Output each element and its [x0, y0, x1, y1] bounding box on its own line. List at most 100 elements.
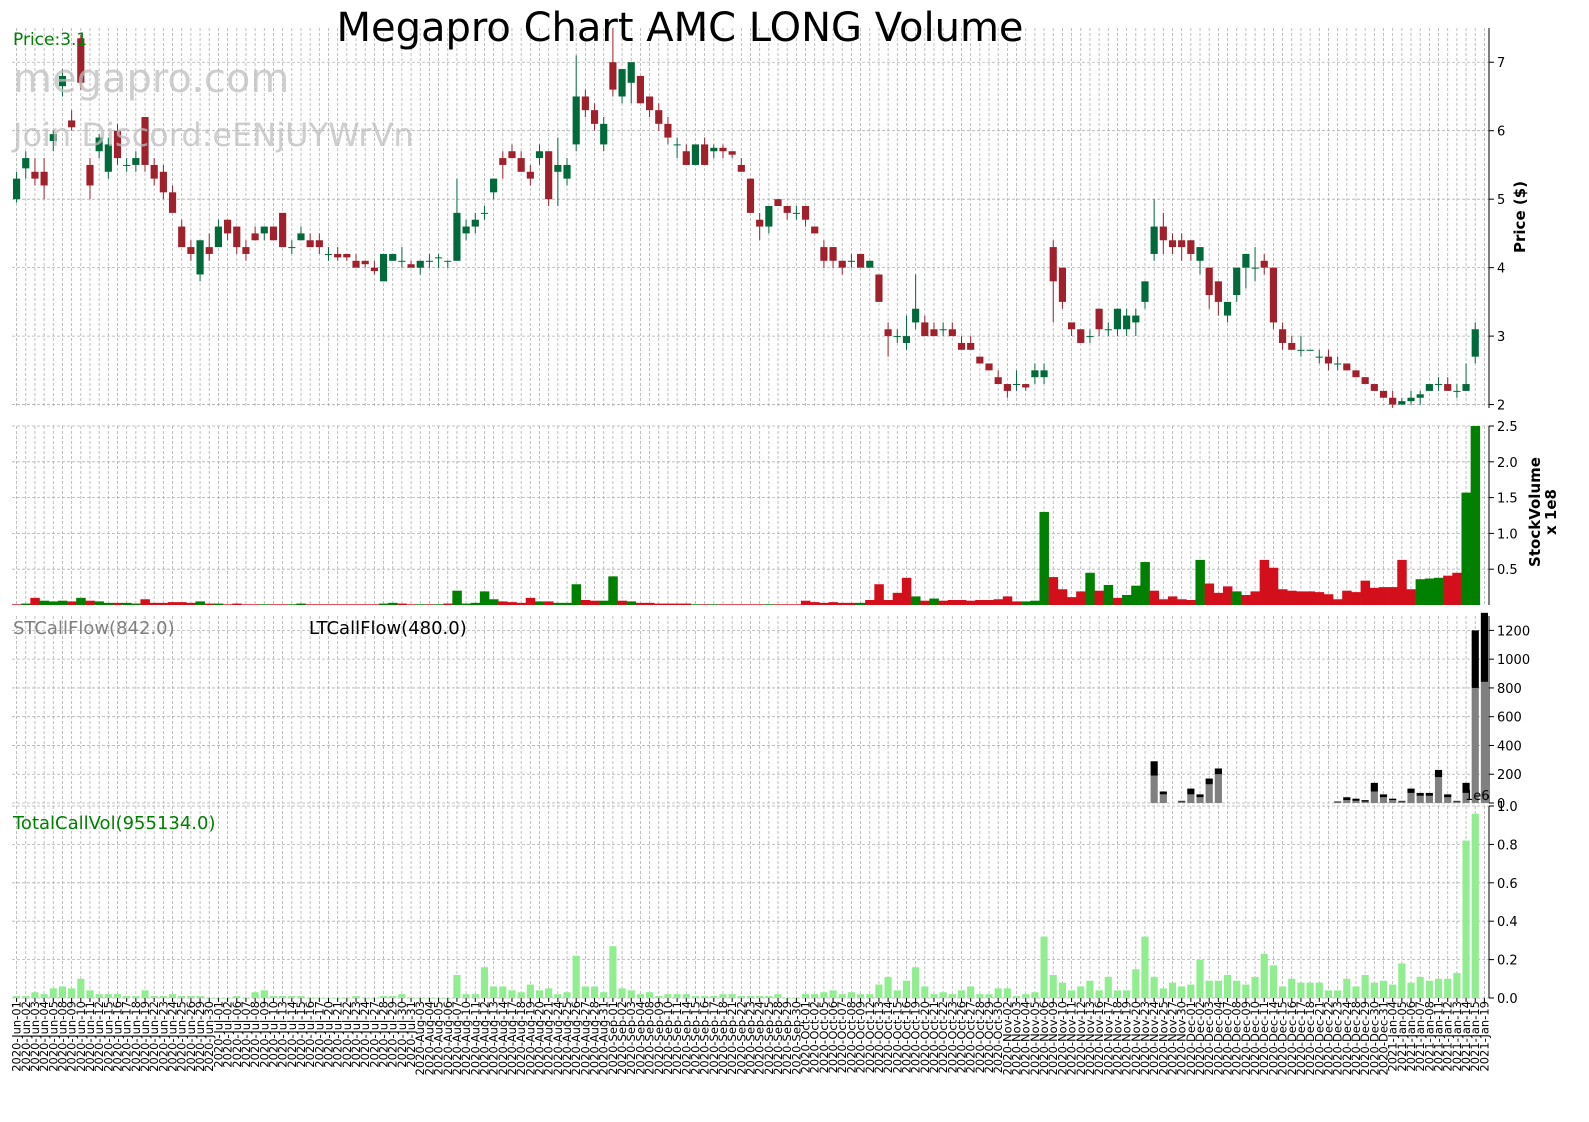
total-y-tick-label: 1.0	[1497, 800, 1518, 815]
candle-body	[774, 199, 782, 207]
price-candles	[13, 28, 1479, 408]
candle-body	[1370, 384, 1378, 391]
x-tick-label: 2020-Oct-28	[973, 1001, 987, 1073]
x-tick-label: 2021-Jan-19	[1477, 1001, 1491, 1072]
candle-body	[132, 158, 140, 165]
volume-bar	[131, 603, 141, 605]
x-tick-label: 2020-Sep-11	[670, 1001, 684, 1075]
volume-bar	[223, 604, 233, 605]
candle-body	[792, 212, 800, 214]
x-tick-label: 2020-Sep-04	[633, 1001, 647, 1075]
chart-title: Megapro Chart AMC LONG Volume	[336, 5, 1023, 51]
total-y-tick-label: 0.6	[1497, 877, 1518, 892]
st-call-flow-bar	[1389, 800, 1397, 803]
total-call-vol-bar	[710, 996, 718, 998]
candle-body	[205, 247, 213, 254]
total-call-vol-bar	[132, 996, 140, 998]
candle-body	[233, 226, 241, 248]
x-tick-label: 2020-Sep-15	[688, 1001, 702, 1075]
total-call-vol-bar	[1444, 978, 1452, 998]
x-tick-label: 2020-Jul-20	[322, 1001, 336, 1068]
total-call-vol-bar	[1205, 980, 1213, 998]
candle-body	[1095, 308, 1103, 330]
x-tick-label: 2020-Dec-30	[1367, 1001, 1381, 1075]
total-call-vol-bar	[609, 946, 617, 998]
candle-body	[1389, 397, 1397, 405]
volume-bar	[1103, 584, 1114, 605]
lt-call-flow-bar	[1416, 792, 1424, 796]
candle-body	[86, 164, 94, 186]
total-call-vol-bar	[1269, 965, 1277, 998]
grid-lines	[12, 28, 1489, 999]
total-y-tick-label: 0.8	[1497, 838, 1518, 853]
lt-call-flow-bar	[1444, 794, 1452, 798]
st-call-flow-bar	[1361, 801, 1369, 803]
total-y-tick-label: 0.4	[1497, 915, 1518, 930]
volume-bar	[323, 604, 334, 605]
volume-bar	[1186, 599, 1196, 605]
total-call-vol-bar	[1361, 974, 1369, 998]
volume-bar	[975, 599, 985, 605]
lt-call-flow-bar	[1159, 791, 1167, 795]
candle-body	[269, 226, 278, 241]
x-tick-label: 2020-Jun-04	[37, 1001, 51, 1072]
total-call-vol-bar	[1288, 978, 1296, 998]
volume-bar	[177, 602, 187, 605]
lt-call-flow-bar	[1398, 800, 1406, 802]
candle-body	[150, 164, 158, 179]
total-call-vol-bar	[1132, 969, 1140, 998]
total-call-vol-bar	[1113, 990, 1122, 998]
candle-body	[1434, 384, 1443, 386]
candle-body	[95, 137, 103, 152]
volume-bar	[1232, 591, 1242, 605]
volume-bar	[562, 602, 572, 605]
total-call-vol-bar	[563, 992, 571, 998]
candle-body	[526, 171, 534, 179]
candle-body	[1205, 267, 1213, 296]
st-call-flow-bar	[1150, 775, 1158, 803]
volume-bar	[213, 603, 224, 605]
x-tick-label: 2020-Dec-14	[1266, 1001, 1280, 1075]
total-call-vol-bar	[1187, 984, 1195, 998]
candle-body	[389, 253, 397, 261]
total-call-vol-bar	[1324, 990, 1333, 998]
volume-bar	[1378, 587, 1389, 605]
total-call-vol-bar	[719, 994, 727, 998]
x-tick-label: 2020-Dec-11	[1257, 1001, 1271, 1075]
st-call-flow-bar	[1205, 784, 1213, 803]
candle-body	[820, 247, 828, 261]
candle-body	[618, 69, 626, 97]
candle-body	[1306, 349, 1314, 351]
volume-bar	[498, 601, 508, 605]
volume-bar	[883, 599, 893, 605]
candle-body	[967, 342, 975, 350]
volume-bar	[186, 602, 196, 605]
st-call-flow-bar	[1187, 794, 1195, 803]
x-tick-label: 2020-Sep-21	[725, 1001, 739, 1075]
x-tick-label: 2020-Jun-05	[46, 1001, 60, 1072]
total-call-vol-bar	[1389, 984, 1397, 998]
x-tick-label: 2020-Aug-14	[496, 1001, 510, 1075]
volume-bar	[709, 604, 719, 605]
volume-bar	[947, 599, 958, 605]
candle-body	[123, 164, 131, 166]
x-tick-label: 2020-Jul-14	[285, 1001, 299, 1068]
candle-body	[1049, 247, 1057, 282]
volume-bar	[1122, 594, 1132, 605]
x-tick-label: 2020-Jul-08	[248, 1001, 262, 1068]
st-call-flow-bar	[1480, 681, 1488, 803]
total-call-vol-bar	[1077, 986, 1085, 998]
volume-bar	[1167, 596, 1178, 605]
x-tick-label: 2020-Aug-17	[505, 1001, 519, 1075]
flow-y-tick-label: 200	[1497, 768, 1522, 783]
volume-bar	[1268, 567, 1279, 605]
volume-bar	[406, 604, 416, 605]
total-call-vol-bar	[1031, 992, 1039, 998]
total-call-vol-bar	[600, 992, 608, 998]
x-tick-label: 2020-Sep-25	[762, 1001, 776, 1075]
x-tick-label: 2020-Oct-16	[899, 1001, 913, 1073]
x-tick-label: 2020-Oct-22	[936, 1001, 950, 1073]
candle-body	[306, 240, 314, 248]
total-call-vol-bar	[453, 974, 461, 998]
st-call-flow-bar	[1343, 800, 1351, 803]
